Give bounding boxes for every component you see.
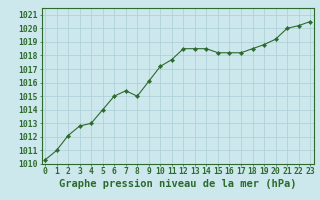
X-axis label: Graphe pression niveau de la mer (hPa): Graphe pression niveau de la mer (hPa) — [59, 179, 296, 189]
